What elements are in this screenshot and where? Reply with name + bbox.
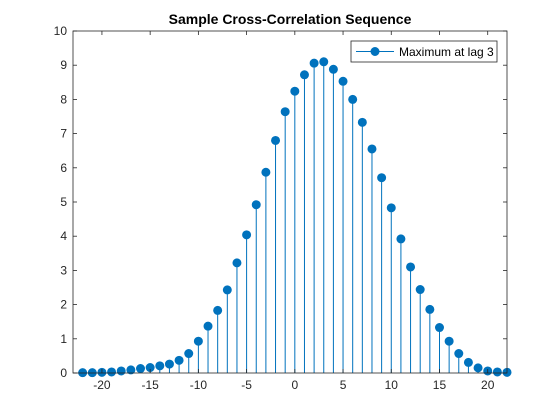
stem-marker xyxy=(357,117,367,127)
stem-marker xyxy=(242,230,252,240)
y-tick-label: 9 xyxy=(60,58,67,72)
legend-box xyxy=(350,40,498,63)
y-tick-label: 5 xyxy=(60,195,67,209)
y-tick-label: 1 xyxy=(60,332,67,346)
x-tick-label: -20 xyxy=(93,378,111,392)
y-tick-label: 8 xyxy=(60,92,67,106)
y-tick-label: 0 xyxy=(60,366,67,380)
stem-marker xyxy=(444,336,454,346)
stem-marker xyxy=(184,349,194,359)
stem-marker xyxy=(473,363,483,373)
stem-marker xyxy=(319,57,329,67)
stem-marker xyxy=(290,86,300,96)
stem-marker xyxy=(107,367,117,377)
stem-marker xyxy=(261,167,271,177)
stem-marker xyxy=(116,366,126,376)
x-tick-label: -5 xyxy=(241,378,252,392)
stem-marker xyxy=(232,258,242,268)
stem-marker xyxy=(415,285,425,295)
stem-marker xyxy=(203,321,213,331)
stem-marker xyxy=(328,64,338,74)
stem-marker xyxy=(396,234,406,244)
y-tick-label: 10 xyxy=(54,24,68,38)
stem-marker xyxy=(377,173,387,183)
stem-marker xyxy=(348,94,358,104)
stem-marker xyxy=(386,203,396,213)
plot-area xyxy=(73,31,507,373)
stem-marker xyxy=(434,323,444,333)
x-tick-label: 5 xyxy=(340,378,347,392)
stem-marker xyxy=(193,336,203,346)
stem-marker xyxy=(251,200,261,210)
y-tick-label: 2 xyxy=(60,298,67,312)
y-tick-label: 4 xyxy=(60,229,67,243)
x-tick-label: 0 xyxy=(291,378,298,392)
stem-marker xyxy=(222,285,232,295)
x-tick-label: 10 xyxy=(385,378,399,392)
legend-marker xyxy=(370,47,380,56)
stem-marker xyxy=(271,135,281,145)
legend: Maximum at lag 3 xyxy=(350,40,498,63)
x-tick-label: -10 xyxy=(190,378,208,392)
stem-marker xyxy=(309,58,319,68)
y-tick-label: 7 xyxy=(60,127,67,141)
stem-marker xyxy=(492,367,502,377)
stem-series xyxy=(78,57,512,378)
x-tick-label: -15 xyxy=(141,378,159,392)
stem-marker xyxy=(126,365,136,375)
stem-marker xyxy=(367,144,377,154)
stem-marker xyxy=(463,357,473,367)
chart-title: Sample Cross-Correlation Sequence xyxy=(169,11,412,27)
x-tick-label: 15 xyxy=(433,378,447,392)
stem-marker xyxy=(299,70,309,80)
stem-marker xyxy=(213,305,223,315)
stem-marker xyxy=(164,359,174,369)
stem-marker xyxy=(280,107,290,117)
x-tick-label: 20 xyxy=(481,378,495,392)
stem-marker xyxy=(425,304,435,314)
stem-marker xyxy=(454,349,464,359)
stem-marker xyxy=(174,355,184,365)
stem-marker xyxy=(338,76,348,86)
y-tick-label: 3 xyxy=(60,263,67,277)
legend-label: Maximum at lag 3 xyxy=(399,45,494,59)
axes: -20 -15 -10 -5 0 5 10 15 20 0 1 2 3 4 5 6 7 8 9 10 xyxy=(54,24,508,392)
stem-marker xyxy=(155,361,165,371)
stem-marker xyxy=(406,262,416,272)
y-tick-label: 6 xyxy=(60,161,67,175)
stem-marker xyxy=(136,364,146,374)
